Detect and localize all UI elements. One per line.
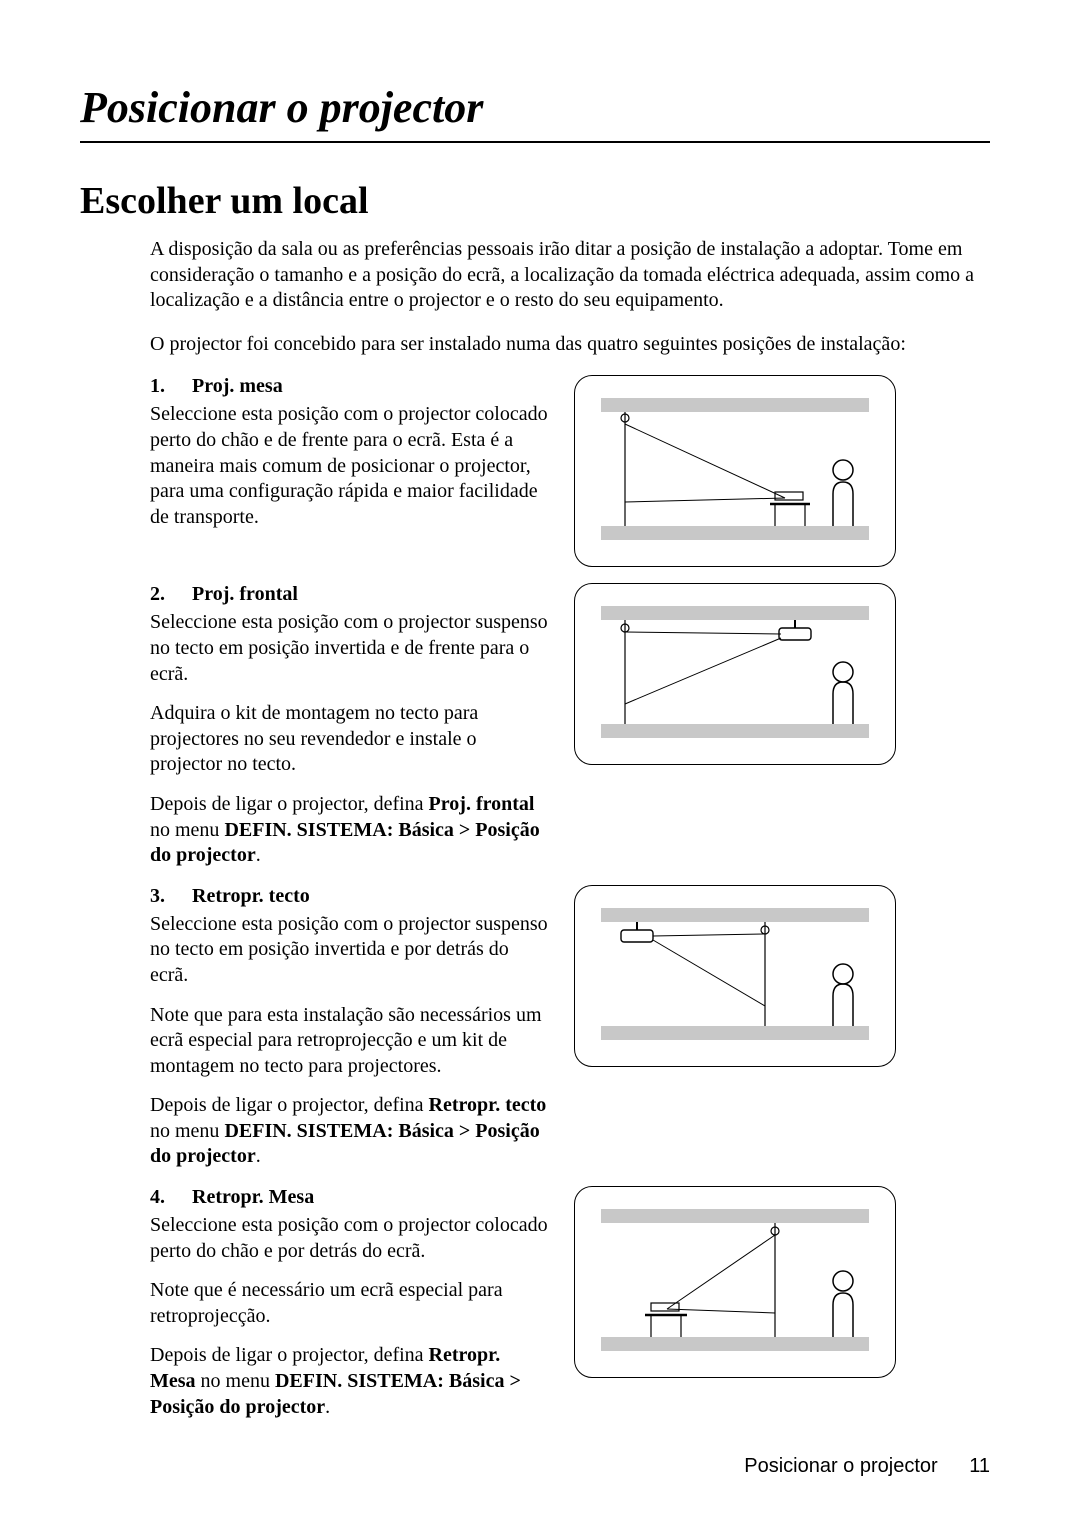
- item-number: 1.: [150, 375, 192, 398]
- diagram-front-ceiling: [574, 583, 896, 765]
- item-paragraph: Note que é necessário um ecrã especial p…: [150, 1278, 550, 1329]
- item-heading: 2. Proj. frontal: [150, 583, 550, 606]
- item-title: Proj. frontal: [192, 583, 298, 606]
- position-item: 3. Retropr. tecto Seleccione esta posiçã…: [150, 885, 990, 1170]
- section-title: Escolher um local: [80, 179, 990, 223]
- intro-block: A disposição da sala ou as preferências …: [150, 237, 990, 357]
- item-heading: 4. Retropr. Mesa: [150, 1186, 550, 1209]
- item-paragraph: Adquira o kit de montagem no tecto para …: [150, 701, 550, 778]
- item-text: 4. Retropr. Mesa Seleccione esta posição…: [150, 1186, 550, 1420]
- item-title: Retropr. Mesa: [192, 1186, 314, 1209]
- item-text: 1. Proj. mesa Seleccione esta posição co…: [150, 375, 550, 530]
- item-title: Retropr. tecto: [192, 885, 310, 908]
- item-heading: 3. Retropr. tecto: [150, 885, 550, 908]
- diagram-rear-ceiling: [574, 885, 896, 1067]
- position-item: 1. Proj. mesa Seleccione esta posição co…: [150, 375, 990, 567]
- position-item: 2. Proj. frontal Seleccione esta posição…: [150, 583, 990, 868]
- intro-paragraph: O projector foi concebido para ser insta…: [150, 332, 990, 358]
- item-heading: 1. Proj. mesa: [150, 375, 550, 398]
- item-paragraph: Note que para esta instalação são necess…: [150, 1003, 550, 1080]
- item-text: 2. Proj. frontal Seleccione esta posição…: [150, 583, 550, 868]
- item-number: 4.: [150, 1186, 192, 1209]
- position-item: 4. Retropr. Mesa Seleccione esta posição…: [150, 1186, 990, 1420]
- page-footer: Posicionar o projector 11: [744, 1455, 990, 1478]
- item-number: 2.: [150, 583, 192, 606]
- item-title: Proj. mesa: [192, 375, 283, 398]
- diagram-front-table: [574, 375, 896, 567]
- horizontal-rule: [80, 141, 990, 143]
- items-area: 1. Proj. mesa Seleccione esta posição co…: [150, 375, 990, 1420]
- item-paragraph: Depois de ligar o projector, defina Retr…: [150, 1343, 550, 1420]
- diagram-rear-table: [574, 1186, 896, 1378]
- page-number: 11: [969, 1455, 990, 1477]
- item-paragraph: Seleccione esta posição com o projector …: [150, 402, 550, 530]
- item-paragraph: Depois de ligar o projector, defina Retr…: [150, 1093, 550, 1170]
- footer-text: Posicionar o projector: [744, 1455, 937, 1477]
- item-paragraph: Seleccione esta posição com o projector …: [150, 610, 550, 687]
- item-text: 3. Retropr. tecto Seleccione esta posiçã…: [150, 885, 550, 1170]
- chapter-title: Posicionar o projector: [80, 82, 990, 133]
- item-paragraph: Seleccione esta posição com o projector …: [150, 912, 550, 989]
- item-paragraph: Seleccione esta posição com o projector …: [150, 1213, 550, 1264]
- intro-paragraph: A disposição da sala ou as preferências …: [150, 237, 990, 314]
- page: Posicionar o projector Escolher um local…: [0, 0, 1080, 1530]
- item-number: 3.: [150, 885, 192, 908]
- item-paragraph: Depois de ligar o projector, defina Proj…: [150, 792, 550, 869]
